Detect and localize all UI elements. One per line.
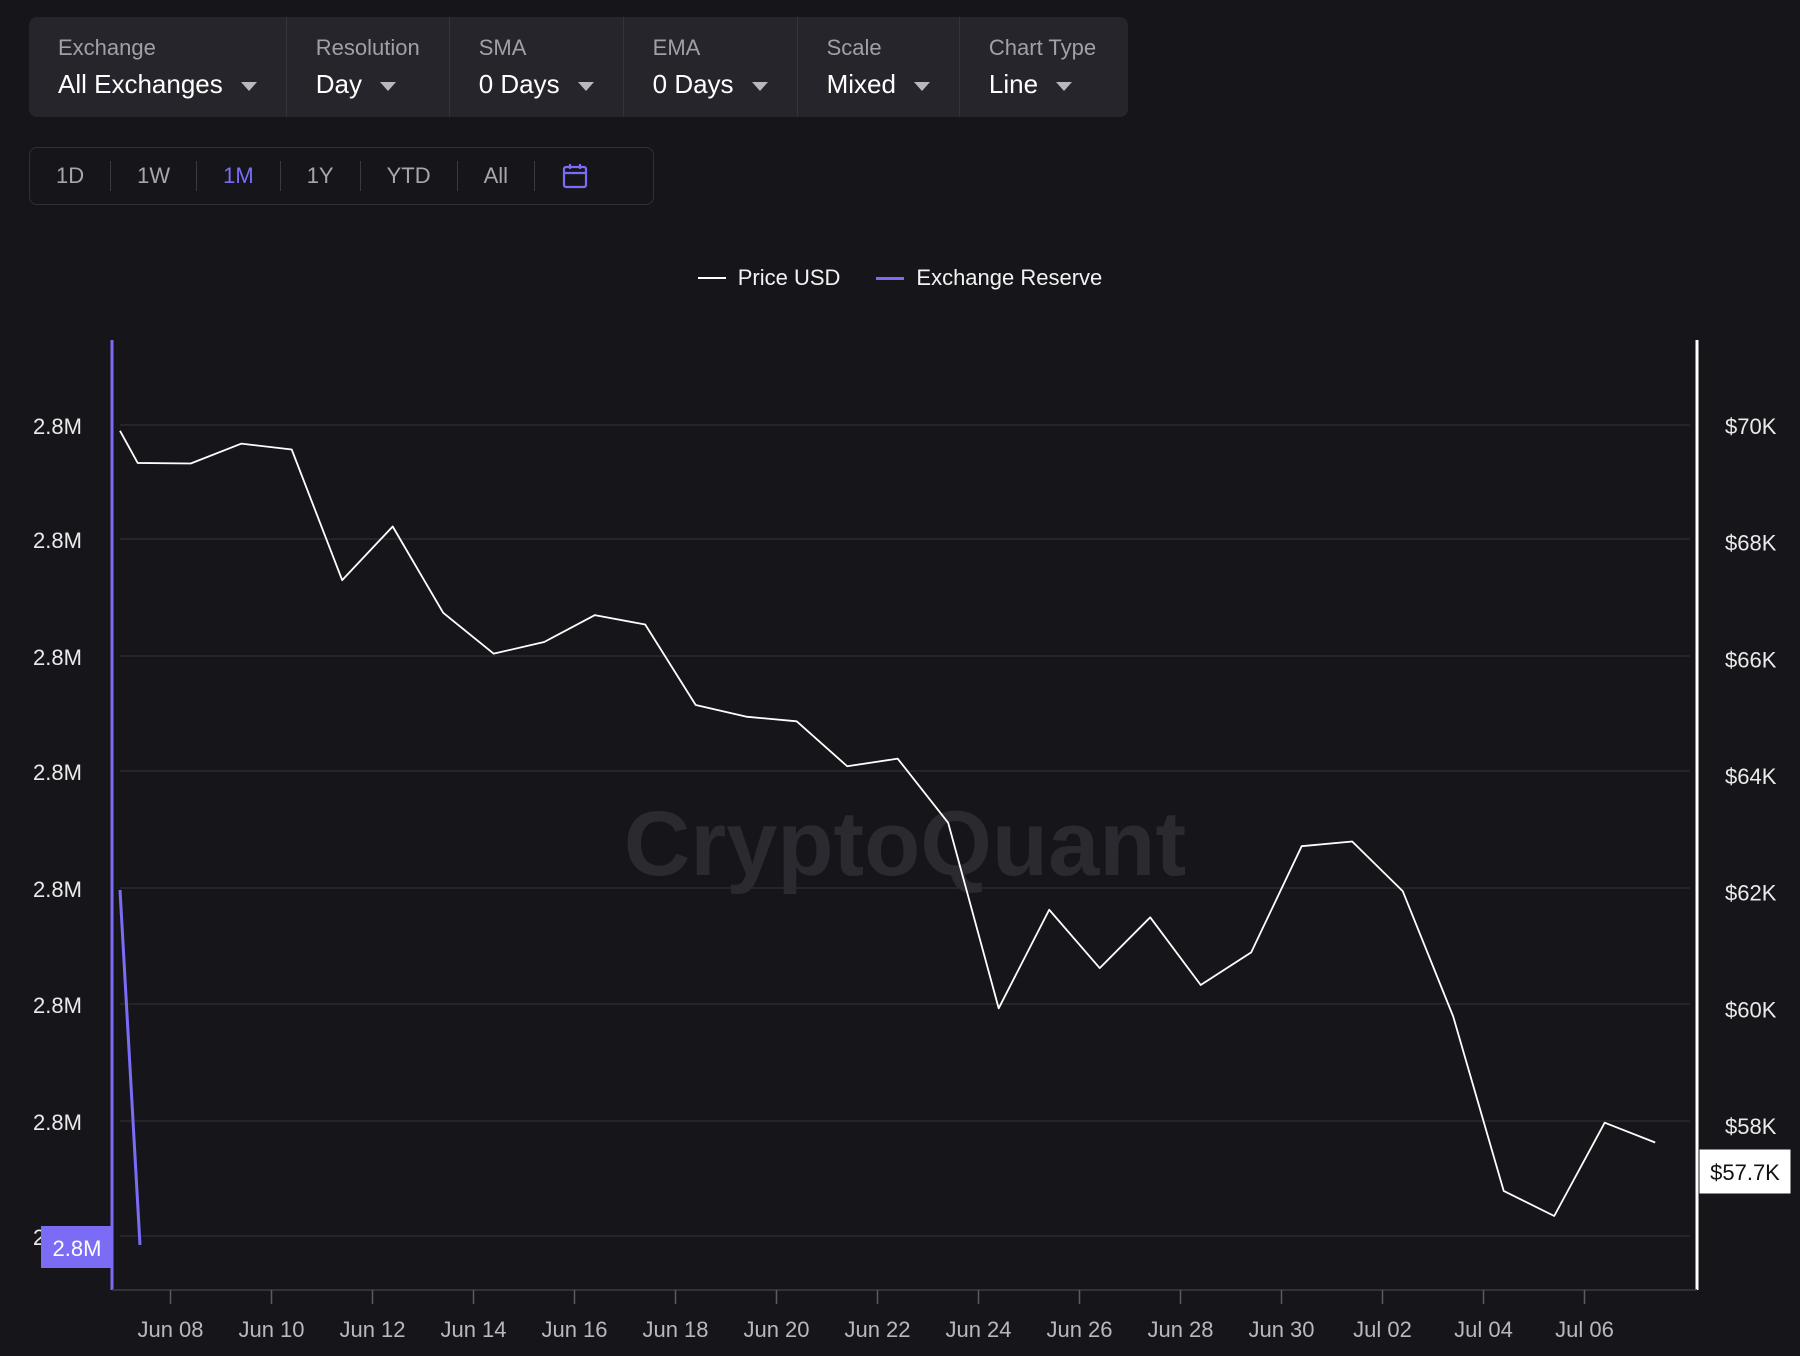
x-tick-label: Jun 26	[1046, 1317, 1112, 1342]
right-tick-label: $60K	[1725, 997, 1777, 1022]
price-usd-line	[119, 430, 1656, 1217]
legend-swatch-reserve	[876, 276, 905, 280]
right-tick-label: $64K	[1725, 764, 1777, 789]
x-tick-label: Jun 14	[440, 1317, 506, 1342]
legend-label-reserve: Exchange Reserve	[916, 265, 1103, 290]
period-selector: 1D 1W 1M 1Y YTD All	[29, 147, 654, 205]
x-tick-label: Jul 06	[1555, 1317, 1614, 1342]
scale-value: Mixed	[826, 68, 896, 99]
legend-swatch-price	[697, 277, 726, 279]
x-tick-label: Jul 02	[1353, 1317, 1412, 1342]
right-tick-label: $68K	[1725, 531, 1777, 556]
right-current-value: $57.7K	[1710, 1160, 1780, 1185]
exchange-select[interactable]: Exchange All Exchanges	[29, 17, 287, 117]
left-tick-label: 2.8M	[33, 877, 82, 902]
right-tick-label: $62K	[1725, 881, 1777, 906]
resolution-select[interactable]: Resolution Day	[287, 17, 450, 117]
chart-type-label: Chart Type	[988, 34, 1097, 60]
chart-type-value: Line	[988, 68, 1039, 99]
left-tick-label: 2.8M	[33, 645, 82, 670]
left-current-badge	[41, 1226, 112, 1268]
ema-select[interactable]: EMA 0 Days	[624, 17, 798, 117]
x-tick-label: Jul 04	[1454, 1317, 1513, 1342]
x-tick-label: Jun 30	[1248, 1317, 1314, 1342]
right-tick-label: $70K	[1725, 414, 1777, 439]
scale-label: Scale	[826, 34, 882, 60]
sma-value: 0 Days	[478, 68, 560, 99]
legend-item-price[interactable]: Price USD	[697, 265, 841, 291]
period-1w[interactable]: 1W	[111, 161, 198, 191]
exchange-reserve-line	[118, 889, 142, 1246]
caret-down-icon	[240, 81, 257, 91]
caret-down-icon	[1056, 81, 1073, 91]
left-tick-label: 2.8M	[33, 993, 82, 1018]
right-tick-label: $58K	[1725, 1114, 1777, 1139]
x-tick-label: Jun 22	[844, 1317, 910, 1342]
sma-select[interactable]: SMA 0 Days	[450, 17, 624, 117]
calendar-icon	[562, 164, 588, 189]
x-tick-label: Jun 12	[339, 1317, 405, 1342]
ema-label: EMA	[652, 34, 701, 60]
left-current-value: 2.8M	[53, 1236, 102, 1261]
x-tick-label: Jun 08	[137, 1317, 203, 1342]
x-tick-label: Jun 20	[743, 1317, 809, 1342]
calendar-button[interactable]	[535, 162, 615, 190]
period-ytd[interactable]: YTD	[361, 161, 458, 191]
right-current-badge	[1698, 1148, 1792, 1195]
period-1d[interactable]: 1D	[30, 161, 112, 191]
caret-down-icon	[577, 81, 594, 91]
caret-down-icon	[751, 81, 768, 91]
legend-item-reserve[interactable]: Exchange Reserve	[876, 265, 1102, 291]
left-tick-label: 2.8M	[33, 760, 82, 785]
caret-down-icon	[913, 81, 930, 91]
resolution-value: Day	[315, 68, 363, 99]
chart-type-select[interactable]: Chart Type Line	[960, 17, 1125, 117]
period-1y[interactable]: 1Y	[281, 161, 361, 191]
legend-label-price: Price USD	[737, 265, 841, 290]
left-tick-label: 2.8M	[33, 414, 82, 439]
exchange-value: All Exchanges	[58, 68, 223, 99]
sma-label: SMA	[478, 34, 527, 60]
resolution-label: Resolution	[315, 34, 420, 60]
right-tick-label: $66K	[1725, 647, 1777, 672]
chart-legend: Price USD Exchange Reserve	[0, 265, 1800, 291]
left-tick-label: 2.8M	[33, 528, 82, 553]
ema-value: 0 Days	[652, 68, 734, 99]
x-tick-label: Jun 16	[541, 1317, 607, 1342]
x-tick-label: Jun 24	[945, 1317, 1011, 1342]
period-1m[interactable]: 1M	[197, 161, 281, 191]
caret-down-icon	[380, 81, 397, 91]
exchange-label: Exchange	[58, 34, 156, 60]
period-all[interactable]: All	[458, 161, 536, 191]
left-tick-label: 2.8M	[33, 1110, 82, 1135]
watermark: CryptoQuant	[624, 793, 1186, 895]
x-tick-label: Jun 18	[642, 1317, 708, 1342]
scale-select[interactable]: Scale Mixed	[798, 17, 960, 117]
x-tick-label: Jun 10	[238, 1317, 304, 1342]
x-tick-label: Jun 28	[1147, 1317, 1213, 1342]
chart-controls: Exchange All Exchanges Resolution Day SM…	[29, 17, 1128, 117]
